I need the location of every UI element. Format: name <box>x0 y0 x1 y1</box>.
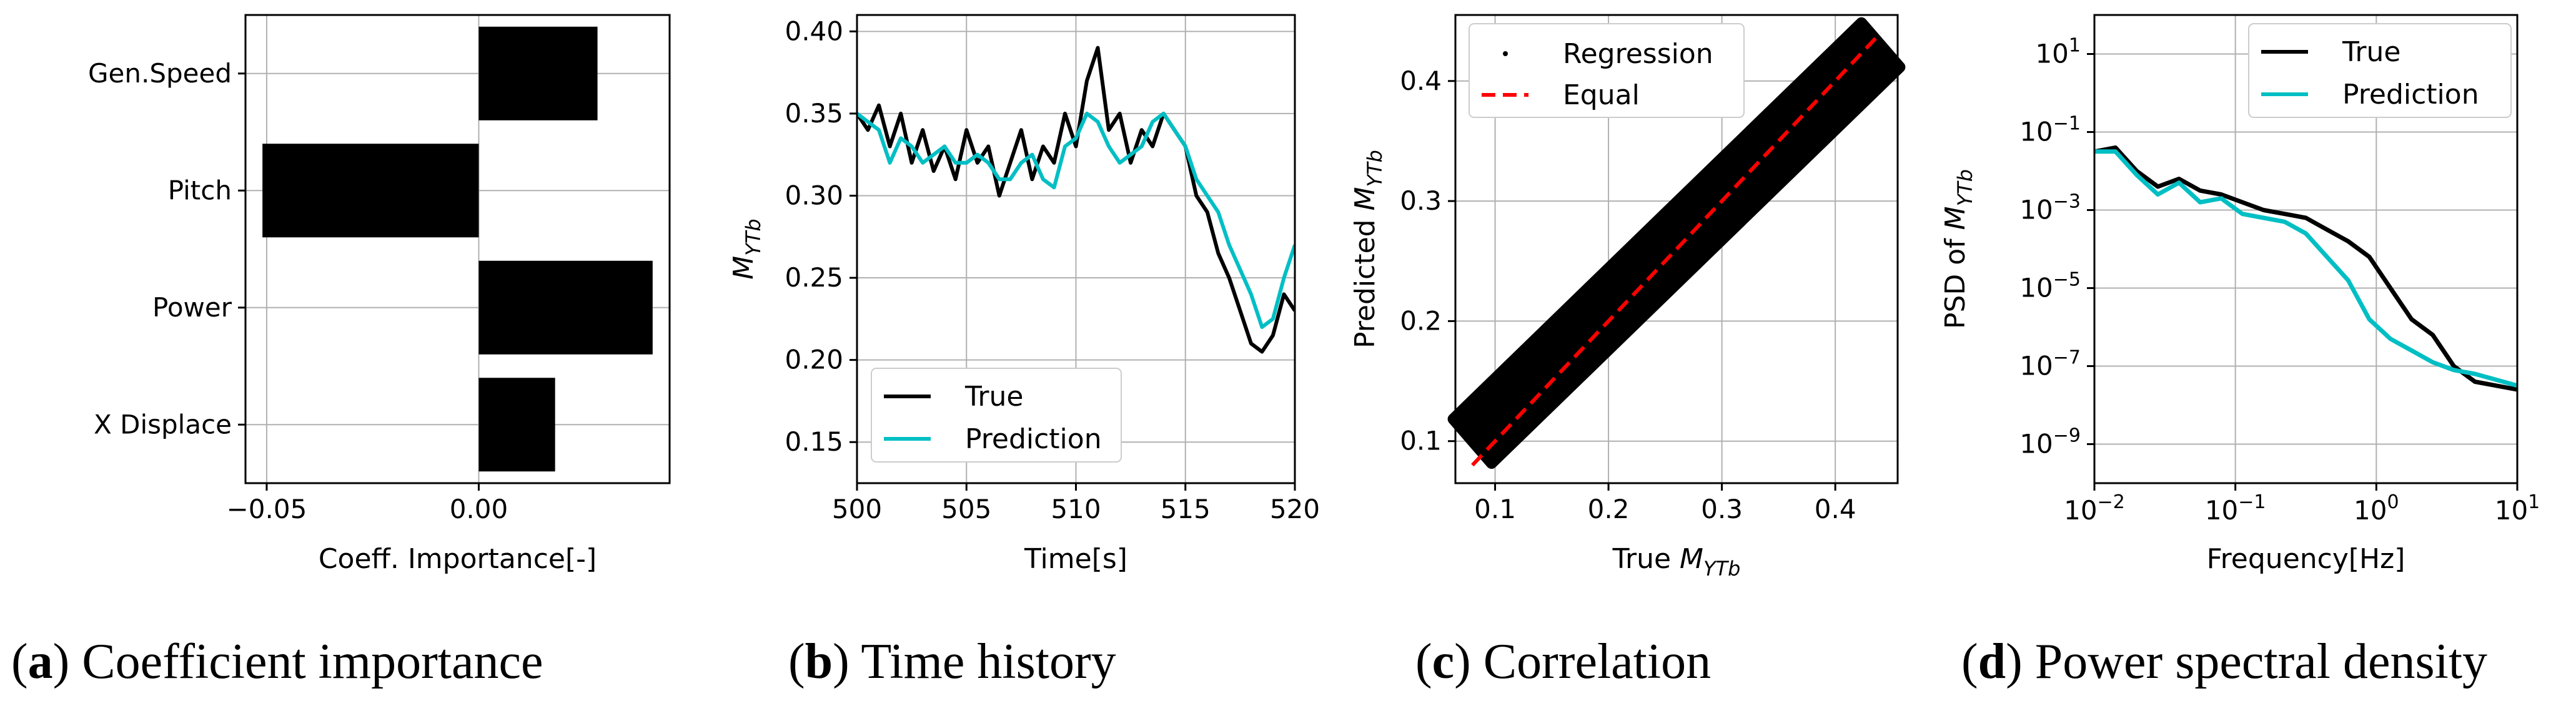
a-xtick-label: −0.05 <box>227 494 307 524</box>
d-xtick-label: 100 <box>2354 491 2399 526</box>
b-ylabel: MYTb <box>728 218 765 279</box>
b-legend-label: Prediction <box>965 423 1102 455</box>
c-ytick-label: 0.4 <box>1400 66 1442 96</box>
c-axes-frame <box>1454 14 1899 484</box>
a-xlabel: Coeff. Importance[-] <box>319 543 597 575</box>
d-ytick-label: 10−5 <box>2019 269 2081 303</box>
d-ytick-label: 10−7 <box>2019 347 2081 381</box>
c-ytick-label: 0.3 <box>1400 185 1442 216</box>
b-series-prediction <box>857 111 1295 329</box>
a-ytick-label: Gen.Speed <box>88 58 232 89</box>
a-bar <box>478 26 598 120</box>
caption-c: (c) Correlation <box>1415 634 1712 689</box>
c-legend-swatch <box>1503 51 1508 56</box>
b-ytick-label: 0.15 <box>785 426 843 457</box>
d-ytick-label: 10−9 <box>2019 425 2081 459</box>
d-legend-label: Prediction <box>2342 79 2479 110</box>
b-xtick-label: 505 <box>941 494 991 524</box>
c-ytick-label: 0.1 <box>1400 426 1442 456</box>
d-ytick-label: 10−1 <box>2019 113 2081 147</box>
a-ytick-label: Power <box>152 292 232 323</box>
d-series-true <box>2094 145 2517 392</box>
d-xtick-label: 10−2 <box>2064 491 2125 526</box>
b-ytick-label: 0.20 <box>785 345 843 375</box>
c-xlabel: True MYTb <box>1612 543 1741 581</box>
b-xtick-label: 500 <box>832 494 882 524</box>
b-legend-label: True <box>964 381 1023 413</box>
b-axes-frame <box>856 14 1296 484</box>
d-axes-frame <box>2093 14 2519 484</box>
d-ytick-label: 101 <box>2035 35 2081 69</box>
b-ytick-label: 0.35 <box>785 98 843 129</box>
b-xtick-label: 510 <box>1051 494 1101 524</box>
d-xtick-label: 10−1 <box>2205 491 2266 526</box>
caption-a: (a) Coefficient importance <box>11 634 543 689</box>
b-xtick-label: 520 <box>1270 494 1320 524</box>
caption-b: (b) Time history <box>788 634 1116 689</box>
c-xtick-label: 0.3 <box>1701 494 1743 524</box>
d-legend-label: True <box>2342 36 2400 68</box>
c-equal-line <box>1471 31 1882 467</box>
d-ytick-label: 10−3 <box>2019 191 2081 225</box>
b-ytick-label: 0.40 <box>785 16 843 46</box>
b-xtick-label: 515 <box>1161 494 1211 524</box>
c-legend-box <box>1469 23 1745 118</box>
a-axes-frame <box>244 14 671 484</box>
a-ytick-label: Pitch <box>168 175 232 205</box>
b-xlabel: Time[s] <box>1024 543 1127 575</box>
d-xtick-label: 101 <box>2495 491 2540 526</box>
c-ylabel: Predicted MYTb <box>1349 150 1387 348</box>
d-legend-box <box>2248 23 2512 118</box>
caption-d: (d) Power spectral density <box>1961 634 2488 689</box>
a-bar <box>478 378 555 472</box>
c-ytick-label: 0.2 <box>1400 305 1442 336</box>
a-xtick-label: 0.00 <box>450 494 508 524</box>
c-xtick-label: 0.4 <box>1815 494 1856 524</box>
a-bar <box>262 144 479 238</box>
b-ytick-label: 0.30 <box>785 180 843 210</box>
d-series-prediction <box>2094 149 2517 388</box>
c-xtick-label: 0.1 <box>1474 494 1516 524</box>
b-legend-box <box>871 368 1122 463</box>
d-ylabel: PSD of MYTb <box>1939 169 1977 329</box>
b-ytick-label: 0.25 <box>785 262 843 293</box>
a-ytick-label: X Displace <box>94 409 232 439</box>
d-xlabel: Frequency[Hz] <box>2207 543 2405 575</box>
c-legend-label: Equal <box>1563 79 1640 111</box>
c-legend-label: Regression <box>1563 38 1713 70</box>
c-xtick-label: 0.2 <box>1588 494 1630 524</box>
a-bar <box>478 260 653 355</box>
